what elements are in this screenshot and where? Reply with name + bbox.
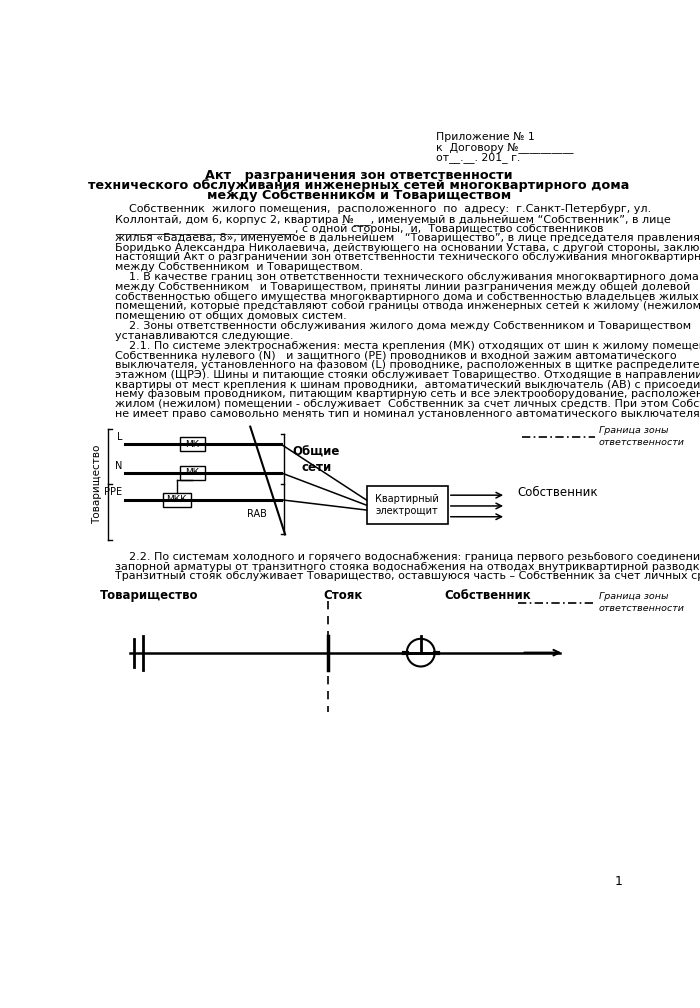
Text: 2.1. По системе электроснабжения: места крепления (МК) отходящих от шин к жилому: 2.1. По системе электроснабжения: места … <box>115 341 700 351</box>
Text: между Собственником   и Товариществом, приняты линии разграничения между общей д: между Собственником и Товариществом, при… <box>115 282 690 292</box>
Text: жилья «Бадаева, 8», именуемое в дальнейшем   “Товарищество”, в лице председателя: жилья «Бадаева, 8», именуемое в дальнейш… <box>115 233 699 243</box>
Text: Боридько Александра Николаевича, действующего на основании Устава, с другой стор: Боридько Александра Николаевича, действу… <box>115 243 700 253</box>
FancyBboxPatch shape <box>180 437 204 452</box>
Text: Граница зоны: Граница зоны <box>599 592 668 601</box>
Text: 1. В качестве границ зон ответственности технического обслуживания многоквартирн: 1. В качестве границ зон ответственности… <box>115 272 699 282</box>
Text: не имеет право самовольно менять тип и номинал установленного автоматического вы: не имеет право самовольно менять тип и н… <box>115 408 700 418</box>
Text: Приложение № 1: Приложение № 1 <box>436 132 535 142</box>
Text: ответственности: ответственности <box>599 438 685 448</box>
Text: 2.2. По системам холодного и горячего водоснабжения: граница первого резьбового : 2.2. По системам холодного и горячего во… <box>115 552 700 562</box>
Text: МК: МК <box>185 469 200 478</box>
Text: МКК: МКК <box>167 495 187 504</box>
Text: PPE: PPE <box>104 488 122 498</box>
Text: МК: МК <box>185 439 200 449</box>
Text: Общие
сети: Общие сети <box>293 446 340 474</box>
Text: к  Договору №__________: к Договору №__________ <box>436 142 574 152</box>
Text: Стояк: Стояк <box>323 589 363 602</box>
Circle shape <box>407 639 435 666</box>
Text: RAB: RAB <box>246 509 267 519</box>
Text: Товарищество: Товарищество <box>92 445 102 524</box>
Text: Собственник  жилого помещения,  расположенного  по  адресу:  г.Санкт-Петербург, : Собственник жилого помещения, расположен… <box>115 205 651 214</box>
Text: собственностью общего имущества многоквартирного дома и собственностью владельце: собственностью общего имущества многоква… <box>115 291 700 301</box>
Text: помещений, которые представляют собой границы отвода инженерных сетей к жилому (: помещений, которые представляют собой гр… <box>115 301 700 311</box>
FancyBboxPatch shape <box>180 466 204 480</box>
Text: Транзитный стояк обслуживает Товарищество, оставшуюся часть – Собственник за сче: Транзитный стояк обслуживает Товариществ… <box>115 572 700 582</box>
Text: 1: 1 <box>615 875 622 888</box>
Text: Собственник: Собственник <box>444 589 531 602</box>
Text: Квартирный
электрощит: Квартирный электрощит <box>375 494 439 516</box>
Text: Акт   разграничения зон ответственности: Акт разграничения зон ответственности <box>205 168 512 181</box>
Text: технического обслуживания инженерных сетей многоквартирного дома: технического обслуживания инженерных сет… <box>88 179 629 193</box>
Text: этажном (ЩРЭ). Шины и питающие стояки обслуживает Товарищество. Отходящие в напр: этажном (ЩРЭ). Шины и питающие стояки об… <box>115 370 700 380</box>
Text: устанавливаются следующие.: устанавливаются следующие. <box>115 331 293 341</box>
Text: нему фазовым проводником, питающим квартирную сеть и все электрооборудование, ра: нему фазовым проводником, питающим кварт… <box>115 389 700 399</box>
Text: квартиры от мест крепления к шинам проводники,  автоматический выключатель (АВ) : квартиры от мест крепления к шинам прово… <box>115 380 700 390</box>
Text: выключателя, установленного на фазовом (L) проводнике, расположенных в щитке рас: выключателя, установленного на фазовом (… <box>115 361 700 370</box>
Text: запорной арматуры от транзитного стояка водоснабжения на отводах внутриквартирно: запорной арматуры от транзитного стояка … <box>115 561 700 572</box>
Text: Граница зоны: Граница зоны <box>599 426 668 435</box>
Text: жилом (нежилом) помещении - обслуживает  Собственник за счет личных средств. При: жилом (нежилом) помещении - обслуживает … <box>115 399 700 409</box>
Text: от__.__. 201_ г.: от__.__. 201_ г. <box>436 152 521 162</box>
Text: настоящий Акт о разграничении зон ответственности технического обслуживания мног: настоящий Акт о разграничении зон ответс… <box>115 252 700 262</box>
Text: N: N <box>115 461 122 471</box>
Text: ответственности: ответственности <box>599 604 685 613</box>
Text: 2. Зоны ответственности обслуживания жилого дома между Собственником и Товарищес: 2. Зоны ответственности обслуживания жил… <box>115 322 691 332</box>
FancyBboxPatch shape <box>162 493 190 507</box>
Text: Коллонтай, дом 6, корпус 2, квартира №___, именуемый в дальнейшем “Собственник”,: Коллонтай, дом 6, корпус 2, квартира №__… <box>115 214 671 225</box>
Text: помещению от общих домовых систем.: помещению от общих домовых систем. <box>115 310 346 321</box>
Text: между Собственником и Товариществом: между Собственником и Товариществом <box>206 190 511 203</box>
Text: между Собственником  и Товариществом.: между Собственником и Товариществом. <box>115 262 363 272</box>
FancyBboxPatch shape <box>367 486 448 524</box>
Text: ________________________________, с одной стороны,  и,  Товарищество собственник: ________________________________, с одно… <box>115 224 603 234</box>
Text: Собственника нулевого (N)   и защитного (PE) проводников и входной зажим автомат: Собственника нулевого (N) и защитного (P… <box>115 351 676 361</box>
Text: Собственник: Собственник <box>517 486 598 499</box>
Text: L: L <box>117 432 122 443</box>
Text: Товарищество: Товарищество <box>100 589 199 602</box>
